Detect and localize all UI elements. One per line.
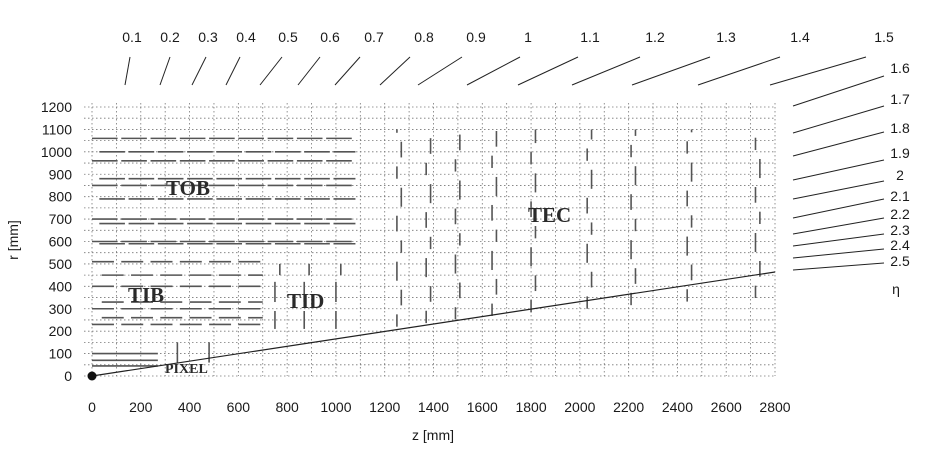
eta-line <box>259 56 283 86</box>
eta-line <box>159 56 171 86</box>
eta-line <box>792 233 885 247</box>
x-tick-label: 2800 <box>759 399 790 415</box>
grid <box>84 103 776 377</box>
eta-line <box>792 75 885 107</box>
eta-right-label: 2.4 <box>890 237 910 253</box>
y-tick-label: 800 <box>49 189 73 205</box>
eta-line <box>792 105 885 134</box>
eta-line <box>124 56 131 86</box>
eta-line <box>792 180 885 200</box>
x-axis-ticks: 0 200 400 600 800 1000 1200 1400 1600 1800 2000 220… <box>88 399 791 415</box>
eta-top-label: 0.8 <box>414 29 434 45</box>
y-tick-label: 1200 <box>41 99 72 115</box>
eta-right-label: 2.5 <box>890 253 910 269</box>
eta-symbol-label: η <box>892 281 900 297</box>
y-tick-label: 900 <box>49 166 73 182</box>
eta-top-label: 1.3 <box>716 29 736 45</box>
y-tick-label: 1000 <box>41 144 72 160</box>
eta-top-label: 1.5 <box>874 29 894 45</box>
eta-right-label: 1.8 <box>890 120 910 136</box>
tib-label: TIB <box>128 283 164 307</box>
y-axis-label: r [mm] <box>5 220 21 260</box>
detector-modules <box>92 129 761 367</box>
y-tick-label: 400 <box>49 278 73 294</box>
eta-top-label: 1.1 <box>580 29 600 45</box>
eta-2.5-boundary-line <box>91 271 776 377</box>
tec-label: TEC <box>528 203 571 227</box>
eta-line <box>631 56 711 86</box>
eta-top-label: 0.3 <box>198 29 218 45</box>
eta-top-label: 1 <box>524 29 532 45</box>
eta-line <box>517 56 579 86</box>
y-tick-label: 700 <box>49 211 73 227</box>
y-tick-label: 300 <box>49 301 73 317</box>
eta-line <box>225 56 241 86</box>
eta-top-label: 1.4 <box>790 29 810 45</box>
x-tick-label: 1800 <box>515 399 546 415</box>
eta-line <box>379 56 411 86</box>
y-tick-label: 1100 <box>42 121 72 137</box>
x-tick-label: 0 <box>88 399 96 415</box>
x-tick-label: 800 <box>275 399 299 415</box>
y-tick-label: 0 <box>64 368 72 384</box>
eta-top-labels: 0.1 0.2 0.3 0.4 0.5 0.6 0.7 0.8 0.9 1 1.1 1.2 1.3 1.4… <box>122 29 894 45</box>
eta-line <box>769 56 867 86</box>
x-tick-label: 1600 <box>467 399 498 415</box>
eta-top-label: 0.2 <box>160 29 180 45</box>
eta-right-labels: 1.6 1.7 1.8 1.9 2 2.1 2.22.32.42.5 <box>890 60 910 269</box>
y-tick-label: 600 <box>49 234 73 250</box>
eta-top-label: 1.2 <box>645 29 665 45</box>
x-tick-label: 600 <box>227 399 251 415</box>
eta-right-label: 1.9 <box>890 145 910 161</box>
eta-line <box>792 131 885 157</box>
x-tick-label: 2400 <box>662 399 693 415</box>
eta-top-label: 0.9 <box>466 29 486 45</box>
x-tick-label: 1200 <box>369 399 400 415</box>
eta-line <box>466 56 521 86</box>
x-tick-label: 2000 <box>564 399 595 415</box>
eta-line <box>792 198 885 219</box>
x-tick-label: 400 <box>178 399 202 415</box>
x-tick-label: 1000 <box>320 399 351 415</box>
y-tick-label: 100 <box>49 346 73 362</box>
eta-top-label: 0.4 <box>236 29 256 45</box>
eta-line <box>697 56 781 86</box>
eta-line <box>417 56 463 86</box>
eta-right-label: 2.3 <box>890 222 910 238</box>
eta-top-label: 0.5 <box>278 29 298 45</box>
eta-right-label: 1.6 <box>890 60 910 76</box>
eta-line <box>792 217 885 235</box>
eta-top-label: 0.7 <box>364 29 384 45</box>
eta-right-label: 2.2 <box>890 206 910 222</box>
eta-right-label: 2 <box>896 167 904 183</box>
eta-line <box>297 56 321 86</box>
y-axis-ticks: 0 100 200 300 400 500 600 700 800 900 1000 1100 1200 <box>41 99 72 384</box>
eta-lines <box>124 56 885 271</box>
eta-line <box>334 56 361 86</box>
pixel-label: PIXEL <box>165 362 208 377</box>
y-tick-label: 200 <box>49 323 73 339</box>
x-tick-label: 1400 <box>418 399 449 415</box>
x-tick-label: 2200 <box>613 399 644 415</box>
eta-right-label: 2.1 <box>890 188 910 204</box>
eta-top-label: 0.1 <box>122 29 142 45</box>
interaction-point-marker <box>87 371 97 381</box>
tid-label: TID <box>287 289 324 313</box>
eta-line <box>792 248 885 259</box>
y-tick-label: 500 <box>49 256 73 272</box>
eta-line <box>792 262 885 271</box>
x-tick-label: 200 <box>129 399 153 415</box>
eta-line <box>571 56 641 86</box>
eta-top-label: 0.6 <box>320 29 340 45</box>
x-axis-label: z [mm] <box>412 427 454 443</box>
x-tick-label: 2600 <box>711 399 742 415</box>
tob-label: TOB <box>166 176 210 200</box>
eta-line <box>191 56 207 86</box>
eta-line <box>792 159 885 181</box>
eta-right-label: 1.7 <box>890 91 910 107</box>
